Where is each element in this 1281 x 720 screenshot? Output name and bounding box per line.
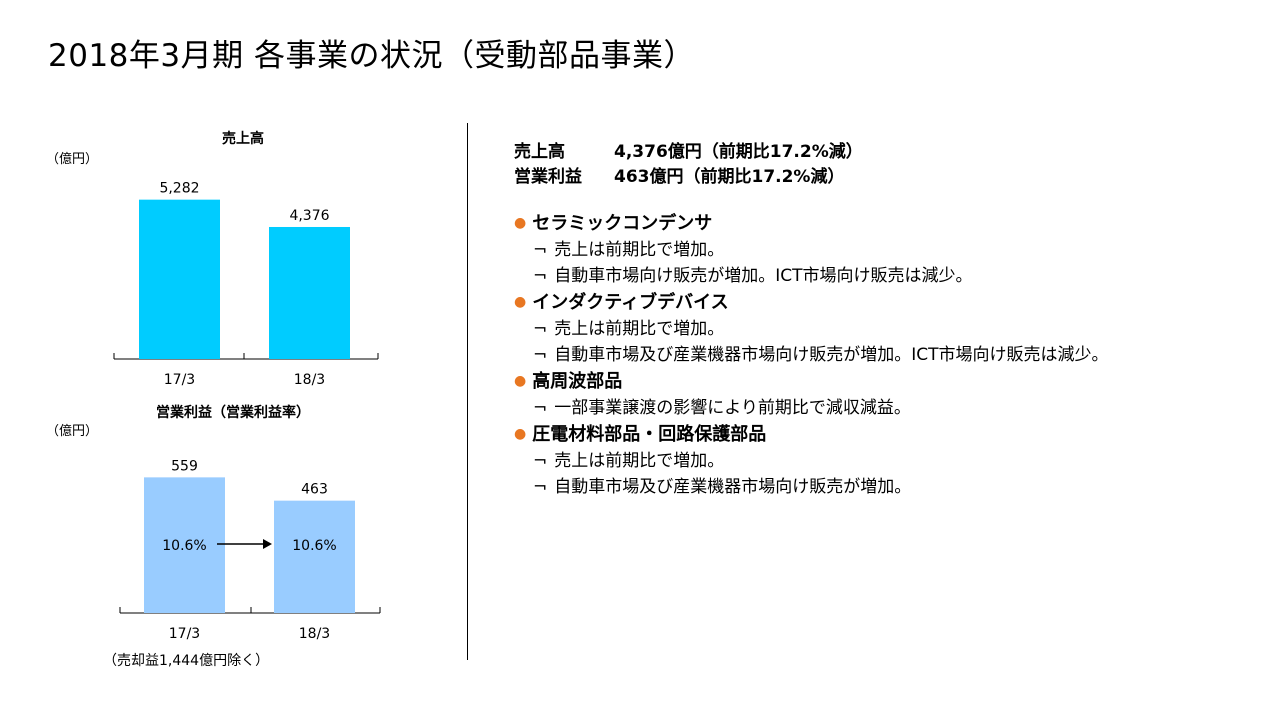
profit-note: （売却益1,444億円除く） [103,653,270,669]
segment-list: ● セラミックコンデンサ ¬ 売上は前期比で増加。 ¬ 自動車市場向け販売が増加。ICT市… [514,210,1274,500]
profit-value-label: 559 [171,458,198,474]
segment-item-text: 自動車市場及び産業機器市場向け販売が増加。ICT市場向け販売は減少。 [554,345,1109,365]
item-mark-icon: ¬ [533,398,548,418]
summary-sales: 売上高 4,376億円（前期比17.2%減） [514,137,863,162]
segment-item-text: 自動車市場及び産業機器市場向け販売が増加。 [554,477,912,497]
segment-item: ¬ 売上は前期比で増加。 [514,237,1274,263]
segment-heading: ● インダクティブデバイス [514,289,1274,316]
segment-item: ¬ 自動車市場及び産業機器市場向け販売が増加。ICT市場向け販売は減少。 [514,342,1274,368]
margin-arrow-head [263,539,272,549]
summary-profit-value: 463億円（前期比17.2%減） [614,167,845,187]
profit-category-label: 17/3 [169,626,200,642]
item-mark-icon: ¬ [533,345,548,365]
segment-name: インダクティブデバイス [532,292,729,313]
sales-category-label: 18/3 [294,372,325,388]
profit-bar-chart: 559 17/3 463 18/3 10.6% 10.6% [119,458,381,642]
summary-sales-value: 4,376億円（前期比17.2%減） [614,142,863,162]
profit-category-label: 18/3 [299,626,330,642]
segment-name: 圧電材料部品・回路保護部品 [532,424,767,445]
bullet-icon: ● [514,215,527,231]
sales-unit-label: （億円） [46,152,99,167]
sales-category-label: 17/3 [164,372,195,388]
segment-name: セラミックコンデンサ [532,213,713,234]
segment-item-text: 売上は前期比で増加。 [554,451,725,471]
sales-chart-title: 売上高 [222,131,264,147]
segment-item-text: 一部事業譲渡の影響により前期比で減収減益。 [554,398,911,418]
bullet-icon: ● [514,373,527,389]
profit-margin-label: 10.6% [162,538,206,554]
segment-item: ¬ 売上は前期比で増加。 [514,316,1274,342]
profit-margin-label: 10.6% [292,538,336,554]
segment-heading: ● セラミックコンデンサ [514,210,1274,237]
profit-unit-label: （億円） [46,424,99,439]
item-mark-icon: ¬ [533,266,548,286]
profit-value-label: 463 [301,482,328,498]
segment-name: 高周波部品 [532,371,623,392]
profit-bar [144,477,225,613]
divider [467,123,468,660]
segment-item-text: 売上は前期比で増加。 [554,319,725,339]
bullet-icon: ● [514,426,527,442]
segment-heading: ● 高周波部品 [514,368,1274,395]
segment-item: ¬ 自動車市場向け販売が増加。ICT市場向け販売は減少。 [514,263,1274,289]
profit-chart-title: 営業利益（営業利益率） [156,405,310,421]
segment-heading: ● 圧電材料部品・回路保護部品 [514,421,1274,448]
segment-item-text: 売上は前期比で増加。 [554,240,725,260]
item-mark-icon: ¬ [533,451,548,471]
segment-item: ¬ 売上は前期比で増加。 [514,448,1274,474]
item-mark-icon: ¬ [533,240,548,260]
page-title: 2018年3月期 各事業の状況（受動部品事業） [48,38,695,74]
segment-item: ¬ 自動車市場及び産業機器市場向け販売が増加。 [514,474,1274,500]
sales-bar [139,199,220,359]
summary-sales-label: 売上高 [514,142,565,162]
summary-profit-label: 営業利益 [514,167,582,187]
sales-value-label: 4,376 [289,208,329,224]
sales-value-label: 5,282 [159,181,199,197]
bullet-icon: ● [514,294,527,310]
profit-bar [274,500,355,613]
item-mark-icon: ¬ [533,319,548,339]
sales-bar [269,226,350,359]
item-mark-icon: ¬ [533,477,548,497]
segment-item-text: 自動車市場向け販売が増加。ICT市場向け販売は減少。 [554,266,973,286]
summary-profit: 営業利益 463億円（前期比17.2%減） [514,162,844,187]
segment-item: ¬ 一部事業譲渡の影響により前期比で減収減益。 [514,395,1274,421]
sales-bar-chart: 5,282 17/3 4,376 18/3 [113,181,379,388]
